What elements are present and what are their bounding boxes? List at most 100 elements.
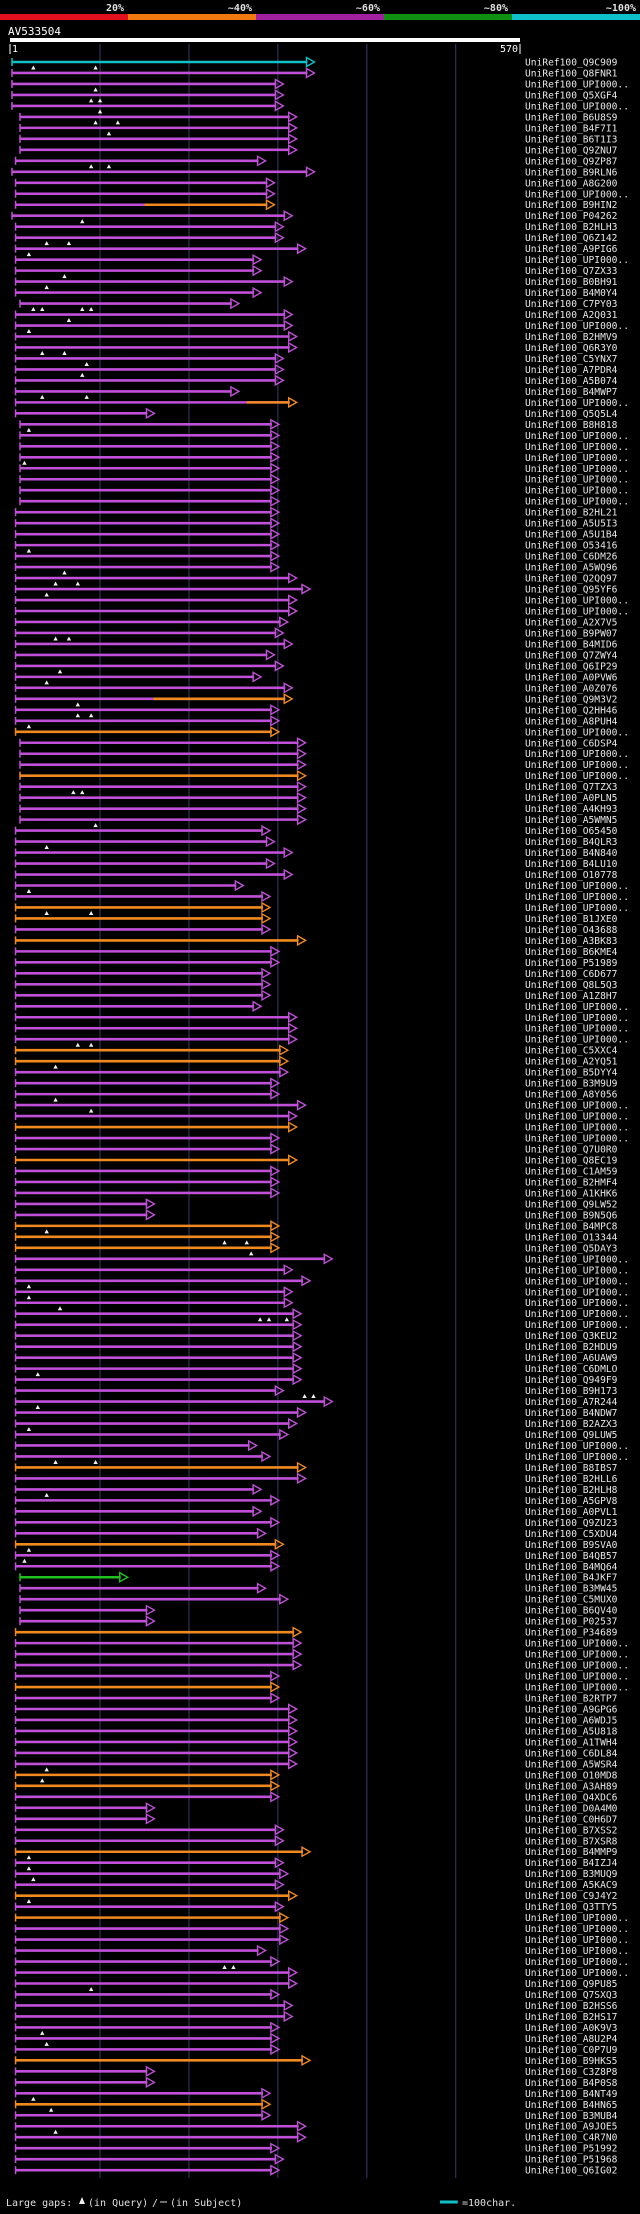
hit-arrowhead <box>292 1329 303 1342</box>
hit-label: UniRef100_UPI000.. <box>525 431 629 442</box>
hit-row: UniRef100_C0P7U9 <box>14 2041 618 2056</box>
hit-arrowhead <box>145 407 156 420</box>
hit-label: UniRef100_UPI000.. <box>525 442 629 453</box>
hit-row: UniRef100_B3MW45 <box>19 1582 617 1595</box>
hit-arrowhead <box>292 1319 303 1331</box>
hit-row: UniRef100_O13344 <box>14 1229 618 1243</box>
hit-label: UniRef100_Q8FNR1 <box>525 68 618 79</box>
hit-row: UniRef100_UPI000.. <box>19 440 629 453</box>
hit-arrowhead <box>261 2109 272 2121</box>
hit-label: UniRef100_Q2HH46 <box>525 705 618 716</box>
hit-arrowhead <box>145 1198 156 1210</box>
hit-arrowhead <box>270 1988 281 2001</box>
hit-row: UniRef100_UPI000.. <box>19 427 629 442</box>
hit-label: UniRef100_UPI000.. <box>525 1661 629 1672</box>
hit-label: UniRef100_A5WQ96 <box>525 563 618 574</box>
hit-row: UniRef100_A5KAC9 <box>14 1877 618 1891</box>
hit-arrowhead <box>252 264 263 277</box>
hit-row: UniRef100_B6QV40 <box>19 1604 618 1617</box>
hit-arrowhead <box>283 1264 294 1276</box>
gap-marker <box>75 581 81 586</box>
gap-marker <box>115 120 121 125</box>
hit-row: UniRef100_B9HKS5 <box>14 2054 617 2067</box>
hit-row: UniRef100_UPI000.. <box>19 451 629 464</box>
gap-marker <box>88 1042 94 1047</box>
hit-arrowhead <box>292 1637 303 1649</box>
hit-arrowhead <box>270 945 281 958</box>
gap-marker <box>88 1108 94 1113</box>
hit-row: UniRef100_UPI000.. <box>14 724 629 738</box>
hit-label: UniRef100_B9HKS5 <box>525 2056 617 2067</box>
gap-marker <box>26 724 32 729</box>
hit-label: UniRef100_Q8EC19 <box>525 1156 618 1167</box>
hit-label: UniRef100_C7PY03 <box>525 299 618 310</box>
hit-arrowhead <box>283 638 294 650</box>
hit-row: UniRef100_C6DL84 <box>14 1747 618 1759</box>
gap-marker <box>26 252 32 257</box>
hit-label: UniRef100_UPI000.. <box>525 398 629 409</box>
gap-marker <box>66 241 72 246</box>
hit-label: UniRef100_C5XDU4 <box>525 1529 618 1540</box>
hit-label: UniRef100_UPI000.. <box>525 607 629 618</box>
hit-label: UniRef100_B7XSR8 <box>525 1836 618 1847</box>
hit-arrowhead <box>287 1966 299 1979</box>
hit-label: UniRef100_A8Y056 <box>525 1090 618 1101</box>
hit-arrowhead <box>287 1033 299 1045</box>
hit-arrowhead <box>287 594 299 606</box>
hit-row: UniRef100_Q6IG02 <box>14 2164 617 2177</box>
gap-marker <box>53 1459 58 1464</box>
hit-row: UniRef100_A8U2P4 <box>14 2030 618 2045</box>
hit-label: UniRef100_A5KAC9 <box>525 1880 618 1891</box>
hit-row: UniRef100_O10778 <box>14 868 618 881</box>
gap-marker <box>302 1394 307 1399</box>
hit-label: UniRef100_Q3TTY5 <box>525 1902 617 1913</box>
hit-label: UniRef100_UPI000.. <box>525 1683 629 1694</box>
hit-row: UniRef100_B9SVA0 <box>14 1538 618 1551</box>
hit-row: UniRef100_UPI000.. <box>19 759 629 771</box>
hit-arrowhead <box>145 1813 156 1825</box>
hit-arrowhead <box>279 1868 290 1880</box>
hit-arrowhead <box>279 1933 290 1946</box>
hit-label: UniRef100_Q6R3Y0 <box>525 343 618 354</box>
hit-label: UniRef100_B4M0Y4 <box>525 288 618 299</box>
hit-row: UniRef100_Q7ZWY4 <box>14 649 618 661</box>
hit-row: UniRef100_C6DSP4 <box>19 737 618 749</box>
gap-marker <box>75 1042 81 1047</box>
hit-arrowhead <box>296 770 308 782</box>
gap-marker <box>75 713 81 718</box>
hit-arrowhead <box>279 1922 290 1935</box>
hit-arrowhead <box>292 1659 303 1671</box>
hit-arrowhead <box>270 1220 281 1232</box>
hit-label: UniRef100_UPI000.. <box>525 1452 629 1463</box>
hit-label: UniRef100_UPI000.. <box>525 475 629 486</box>
hit-label: UniRef100_B9H173 <box>525 1386 618 1397</box>
hit-row: UniRef100_B8IBS7 <box>14 1459 618 1474</box>
gap-marker <box>26 1295 32 1300</box>
hit-label: UniRef100_Q7U0R0 <box>525 1145 618 1156</box>
hit-label: UniRef100_A8PUH4 <box>525 716 618 727</box>
gap-marker <box>80 372 85 377</box>
hit-arrowhead <box>283 308 294 321</box>
gap-marker <box>75 702 81 707</box>
hit-label: UniRef100_C5MUX0 <box>525 1595 618 1606</box>
gap-marker <box>26 888 32 893</box>
hit-arrowhead <box>270 956 281 969</box>
gap-marker <box>80 219 85 224</box>
gap-marker <box>31 2096 36 2101</box>
query-bar <box>10 38 520 42</box>
gap-marker <box>106 131 112 136</box>
hit-label: UniRef100_C6DMLO <box>525 1364 618 1375</box>
hit-arrowhead <box>261 824 272 837</box>
hit-row: UniRef100_B4QLR3 <box>14 835 618 848</box>
hit-label: UniRef100_B4MQ64 <box>525 1562 618 1573</box>
gap-marker <box>31 65 36 70</box>
hit-label: UniRef100_A5U5I3 <box>525 519 618 530</box>
hit-label: UniRef100_Q949F9 <box>525 1375 618 1386</box>
gap-marker <box>88 1986 94 1991</box>
gap-marker <box>53 2129 58 2134</box>
hit-label: UniRef100_A9PIG6 <box>525 244 618 255</box>
hit-row: UniRef100_P51992 <box>14 2142 617 2155</box>
hit-arrowhead <box>274 1538 285 1550</box>
hit-arrowhead <box>283 693 294 705</box>
hit-row: UniRef100_C5YNX7 <box>14 350 618 365</box>
